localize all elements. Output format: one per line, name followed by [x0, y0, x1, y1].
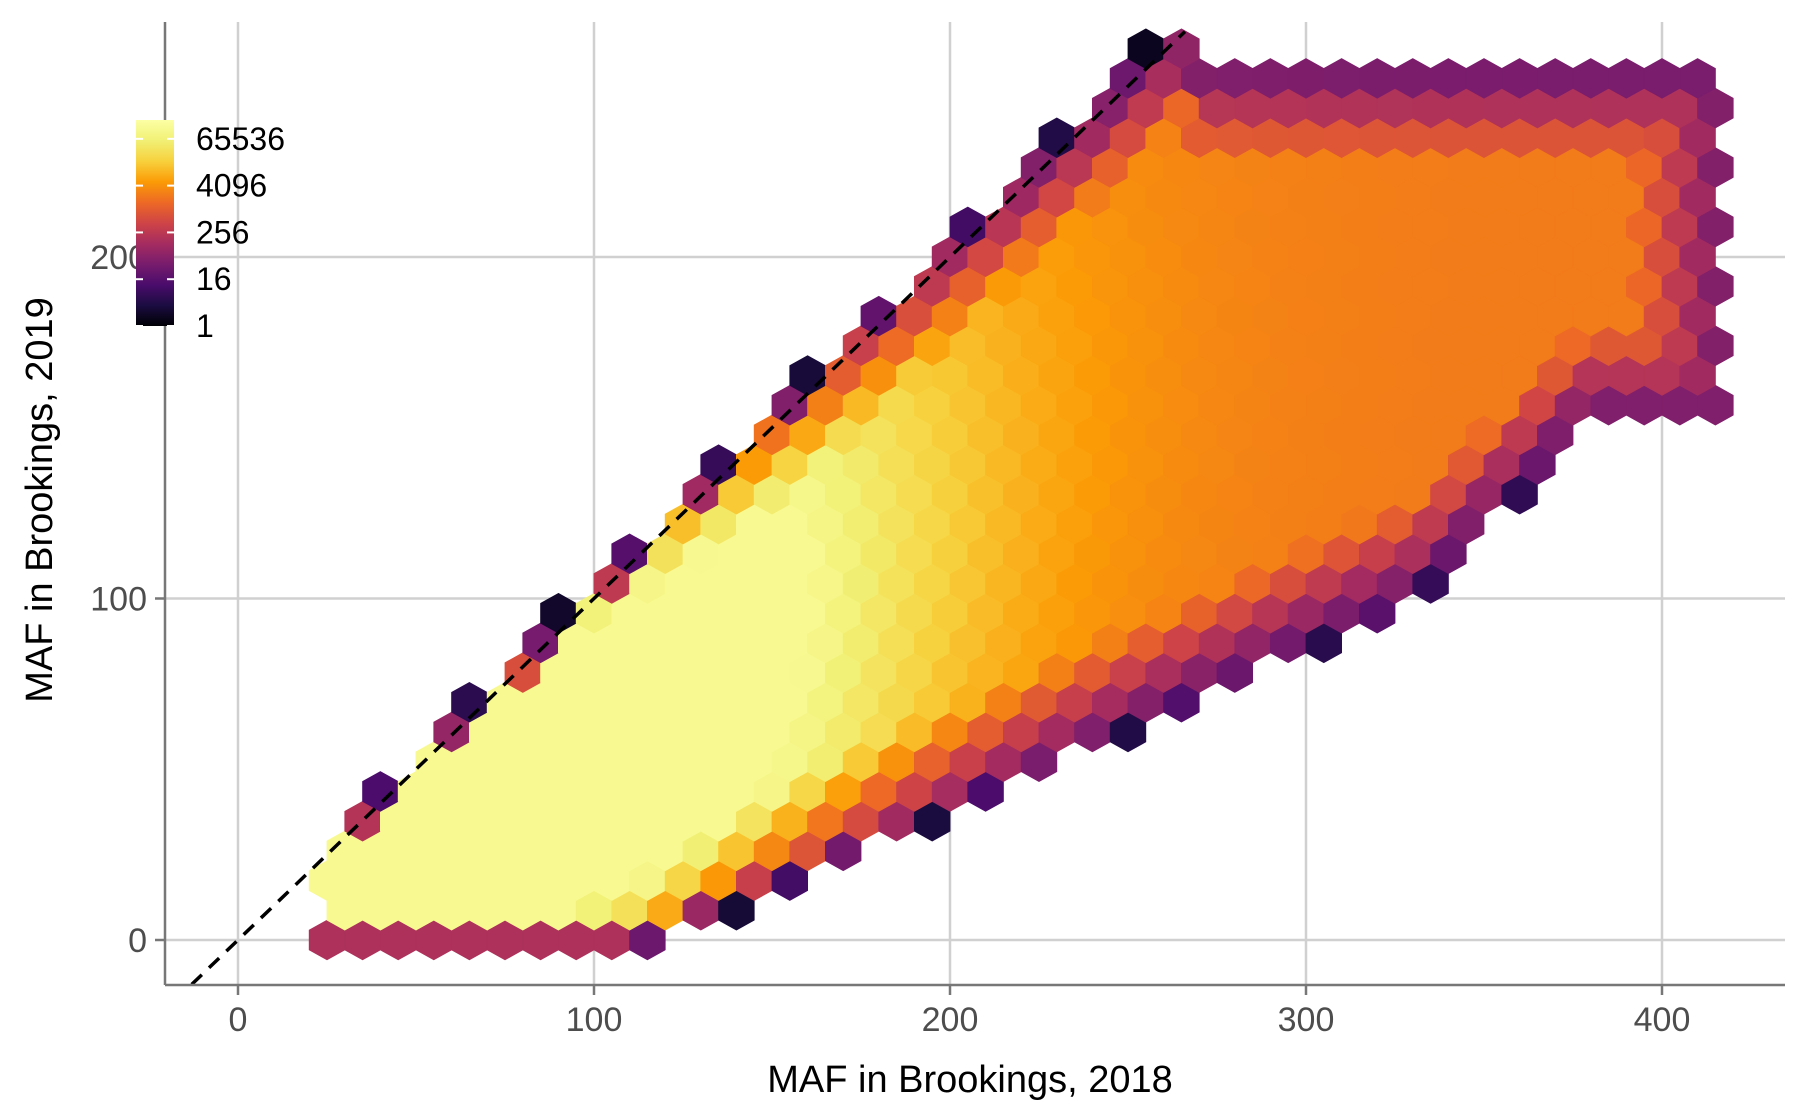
- y-tick-label: 100: [90, 581, 147, 619]
- hex-bin: [1679, 58, 1716, 99]
- x-axis-title: MAF in Brookings, 2018: [767, 1059, 1173, 1101]
- legend-label: 4096: [196, 168, 267, 204]
- hex-bin: [1163, 28, 1200, 69]
- x-tick-label: 0: [229, 1001, 248, 1039]
- x-tick-label: 100: [566, 1001, 623, 1039]
- x-tick-label: 300: [1278, 1001, 1335, 1039]
- legend-label: 16: [196, 261, 232, 297]
- x-tick-label: 400: [1634, 1001, 1691, 1039]
- identity-line-group: [190, 30, 1187, 986]
- legend-colorbar: [136, 120, 174, 326]
- x-tick-label: 200: [922, 1001, 979, 1039]
- y-axis-title: MAF in Brookings, 2019: [19, 297, 61, 703]
- hexbin-cells: [308, 28, 1734, 961]
- legend-label: 65536: [196, 121, 285, 157]
- y-tick-label: 0: [128, 922, 147, 960]
- legend-label: 1: [196, 308, 214, 344]
- legend-label: 256: [196, 214, 249, 250]
- color-legend: 65536 4096 256 16 1: [136, 120, 285, 344]
- identity-line: [190, 30, 1187, 986]
